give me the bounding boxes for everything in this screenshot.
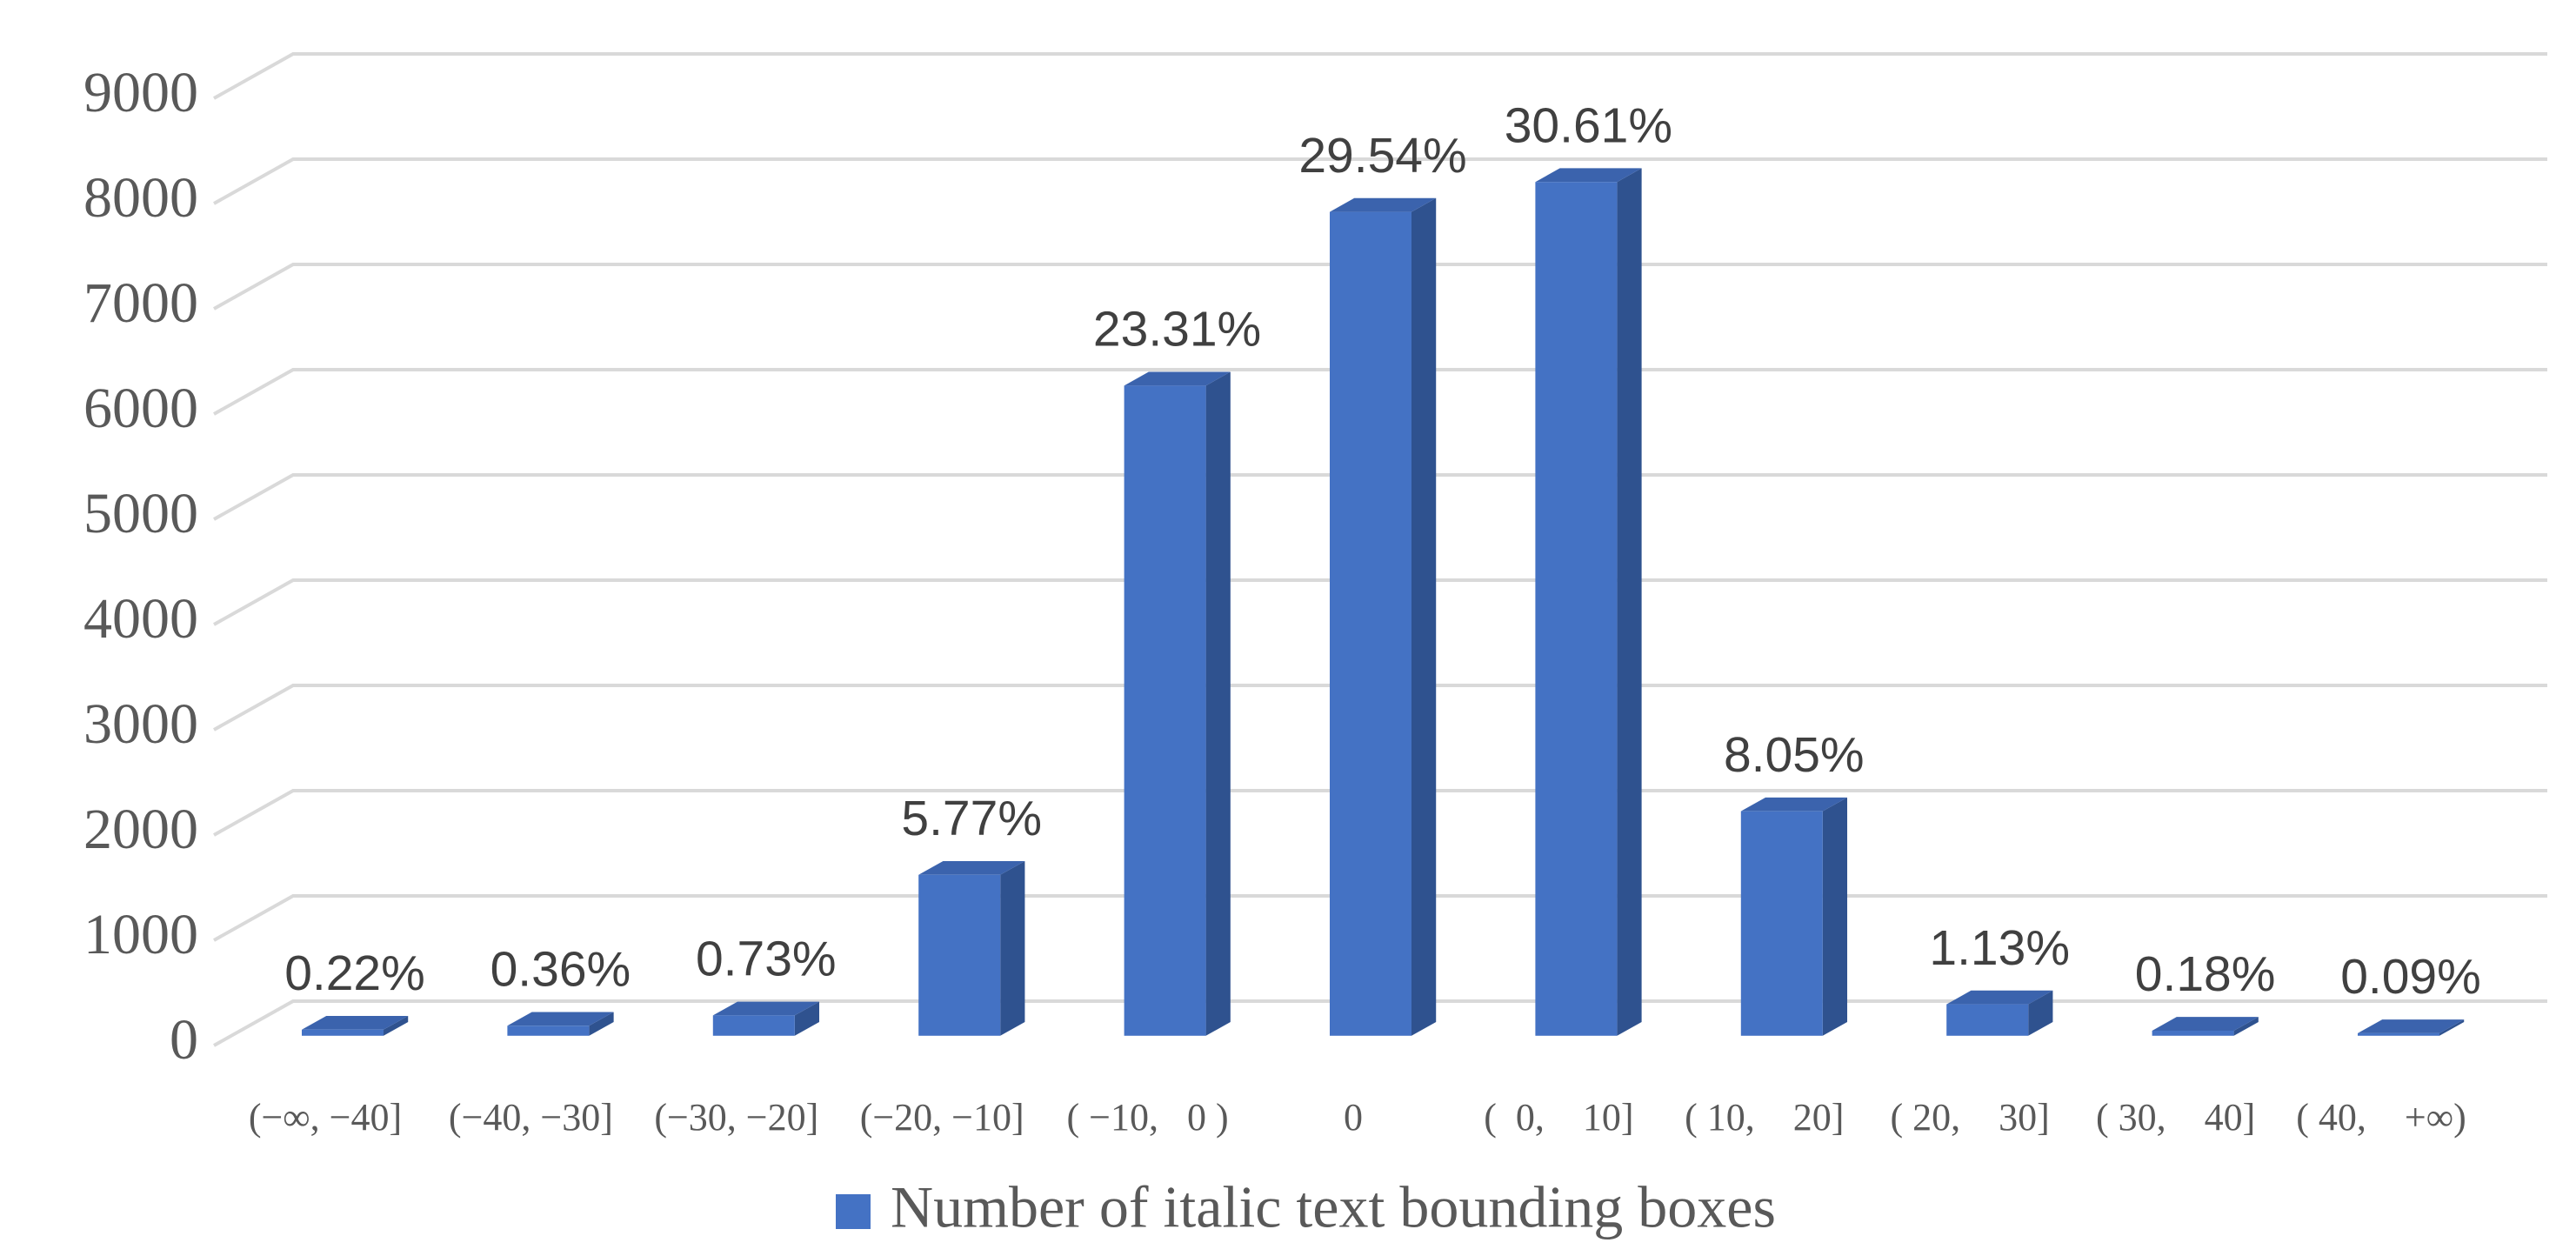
grid-line — [213, 157, 2547, 205]
data-label: 0.36% — [491, 942, 631, 998]
data-label: 29.54% — [1298, 128, 1466, 184]
x-tick-label: (−20, −10] — [860, 1096, 1024, 1139]
legend-swatch — [836, 1194, 871, 1229]
y-tick-label: 8000 — [83, 166, 198, 230]
grid-line — [213, 578, 2547, 626]
bar-top — [918, 860, 1025, 875]
bar-top — [712, 1001, 820, 1016]
x-tick-label: ( 10, 20] — [1685, 1096, 1844, 1139]
x-tick-label: ( 0, 10] — [1484, 1096, 1633, 1139]
bar — [507, 1026, 590, 1036]
bar — [1535, 182, 1618, 1036]
bar-top — [507, 1012, 614, 1026]
y-tick-label: 4000 — [83, 587, 198, 651]
y-tick-label: 9000 — [83, 61, 198, 124]
grid-line — [213, 263, 2547, 311]
bar — [2358, 1032, 2439, 1036]
bar — [1740, 811, 1823, 1036]
bar — [302, 1029, 384, 1036]
y-tick-label: 1000 — [83, 903, 198, 966]
bar-side — [1411, 197, 1437, 1036]
bar-top — [1740, 797, 1848, 812]
bar-side — [794, 1001, 820, 1036]
bar-side — [2439, 1019, 2465, 1036]
grid-line — [213, 684, 2547, 732]
bar-side — [2028, 990, 2053, 1036]
bar-side — [2233, 1017, 2259, 1036]
data-label: 0.22% — [284, 945, 425, 1001]
bar-top — [1330, 197, 1437, 212]
bar-side — [1822, 797, 1848, 1036]
x-tick-label: (−30, −20] — [654, 1096, 818, 1139]
x-tick-label: (−∞, −40] — [249, 1096, 402, 1139]
bar — [712, 1015, 795, 1036]
x-tick-label: ( 40, +∞) — [2296, 1096, 2466, 1139]
bar-side — [1000, 860, 1025, 1036]
data-label: 5.77% — [901, 791, 1042, 846]
grid-line — [213, 789, 2547, 837]
x-tick-label: ( 30, 40] — [2096, 1096, 2255, 1139]
legend-label: Number of italic text bounding boxes — [891, 1174, 1776, 1240]
data-label: 0.09% — [2340, 949, 2481, 1005]
bar-top — [2152, 1017, 2259, 1031]
bar-side — [1617, 168, 1642, 1036]
bar — [1330, 211, 1411, 1036]
x-tick-label: (−40, −30] — [449, 1096, 613, 1139]
bar-top — [2358, 1019, 2465, 1033]
bar — [1124, 385, 1206, 1036]
y-tick-label: 6000 — [83, 377, 198, 440]
bar-side — [589, 1012, 614, 1036]
x-tick-label: ( 20, 30] — [1891, 1096, 2050, 1139]
bar-top — [1535, 168, 1642, 183]
grid-line — [213, 52, 2547, 100]
bar-top — [1124, 371, 1231, 386]
bar — [1946, 1004, 2029, 1036]
data-label: 30.61% — [1505, 97, 1672, 153]
data-label: 1.13% — [1929, 920, 2070, 976]
x-tick-label: ( −10, 0 ) — [1067, 1096, 1229, 1139]
bar — [918, 874, 1001, 1036]
data-label: 23.31% — [1093, 302, 1261, 357]
data-label: 0.18% — [2135, 946, 2276, 1002]
y-tick-label: 5000 — [83, 482, 198, 545]
bar-side — [384, 1015, 409, 1036]
bar-top — [1946, 990, 2053, 1005]
bar-top — [302, 1015, 409, 1030]
y-tick-label: 2000 — [83, 798, 198, 861]
bar — [2152, 1030, 2234, 1036]
y-tick-label: 3000 — [83, 692, 198, 756]
grid-line — [213, 473, 2547, 521]
bar-side — [1205, 371, 1231, 1036]
x-tick-label: 0 — [1344, 1096, 1363, 1139]
y-tick-label: 0 — [170, 1008, 198, 1072]
data-label: 8.05% — [1724, 727, 1865, 783]
grid-line — [213, 368, 2547, 416]
data-label: 0.73% — [696, 932, 837, 987]
y-tick-label: 7000 — [83, 271, 198, 335]
